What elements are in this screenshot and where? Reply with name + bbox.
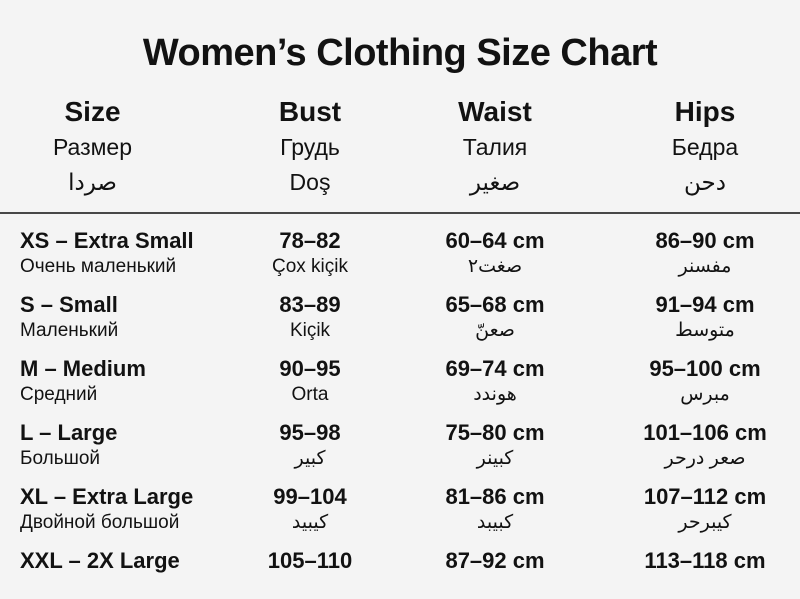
- bust-value: 83–89: [279, 292, 341, 317]
- cell-size: M – Medium Средний: [0, 356, 240, 407]
- header-bust-ru: Грудь: [280, 134, 340, 160]
- size-label-translated: Средний: [20, 384, 98, 405]
- cell-bust: 105–110: [240, 548, 380, 598]
- table-row-xxl: XXL – 2X Large 105–110 87–92 cm 113–118 …: [0, 534, 800, 598]
- cell-hips: 113–118 cm: [610, 548, 800, 598]
- waist-value: 69–74 cm: [445, 356, 545, 381]
- table-header-row: Size Размер صردا Bust Грудь Doş Waist Та…: [0, 94, 800, 200]
- size-label: L – Large: [20, 420, 118, 445]
- waist-value-translated: كبينر: [476, 448, 514, 469]
- header-waist-ar: صغير: [469, 169, 521, 195]
- header-bust-en: Bust: [278, 96, 342, 127]
- hips-value: 91–94 cm: [655, 292, 755, 317]
- column-header-size-inner: Size Размер صردا: [0, 94, 185, 200]
- cell-bust: 83–89 Kiçik: [240, 292, 380, 343]
- cell-waist: 65–68 cm صعنّ: [380, 292, 610, 343]
- bust-value-translated: كبير: [294, 448, 326, 469]
- bust-value: 99–104: [273, 484, 347, 509]
- waist-value: 87–92 cm: [445, 548, 545, 573]
- hips-value-translated: مبرس: [680, 384, 730, 405]
- header-waist-en: Waist: [458, 96, 532, 127]
- hips-value: 95–100 cm: [649, 356, 761, 381]
- header-hips-en: Hips: [674, 96, 736, 127]
- size-label: XXL – 2X Large: [20, 548, 180, 573]
- table-row-xs: XS – Extra Small Очень маленький 78–82 Ç…: [0, 214, 800, 278]
- header-bust-az: Doş: [289, 169, 331, 195]
- header-size-en: Size: [64, 96, 121, 127]
- bust-value: 90–95: [279, 356, 341, 381]
- table-row-s: S – Small Маленький 83–89 Kiçik 65–68 cm…: [0, 278, 800, 342]
- cell-bust: 78–82 Çox kiçik: [240, 228, 380, 279]
- hips-value-translated: كيبرحر: [678, 512, 732, 533]
- column-header-waist: Waist Талия صغير: [380, 94, 610, 200]
- cell-bust: 99–104 كيبيد: [240, 484, 380, 535]
- cell-waist: 69–74 cm هوندد: [380, 356, 610, 407]
- waist-value: 60–64 cm: [445, 228, 545, 253]
- cell-waist: 81–86 cm كبيبد: [380, 484, 610, 535]
- column-header-bust: Bust Грудь Doş: [240, 94, 380, 200]
- cell-hips: 101–106 cm صعر درحر: [610, 420, 800, 471]
- table-row-xl: XL – Extra Large Двойной большой 99–104 …: [0, 470, 800, 534]
- size-label-translated: Очень маленький: [20, 256, 177, 277]
- column-header-size: Size Размер صردا: [0, 94, 240, 200]
- hips-value-translated: صعر درحر: [664, 448, 746, 469]
- column-header-hips: Hips Бедра دحن: [610, 94, 800, 200]
- cell-waist: 60–64 cm صغت٢: [380, 228, 610, 279]
- page-title: Women’s Clothing Size Chart: [142, 32, 658, 74]
- size-label-translated: Двойной большой: [20, 512, 180, 533]
- bust-value-translated: كيبيد: [291, 512, 329, 533]
- size-label: XL – Extra Large: [20, 484, 194, 509]
- bust-value: 78–82: [279, 228, 341, 253]
- cell-size: L – Large Большой: [0, 420, 240, 471]
- size-label: M – Medium: [20, 356, 146, 381]
- waist-value-translated: هوندد: [473, 384, 517, 405]
- waist-value-translated: صعنّ: [475, 320, 515, 341]
- cell-size: XS – Extra Small Очень маленький: [0, 228, 240, 279]
- cell-size: XXL – 2X Large: [0, 548, 240, 598]
- waist-value-translated: صغت٢: [467, 256, 523, 277]
- cell-bust: 90–95 Orta: [240, 356, 380, 407]
- waist-value: 75–80 cm: [445, 420, 545, 445]
- header-hips-ar: دحن: [684, 169, 726, 195]
- bust-value: 105–110: [267, 548, 353, 573]
- waist-value: 81–86 cm: [445, 484, 545, 509]
- hips-value: 113–118 cm: [644, 548, 766, 573]
- cell-hips: 91–94 cm متوسط: [610, 292, 800, 343]
- cell-hips: 86–90 cm مفسنر: [610, 228, 800, 279]
- bust-value-translated: Orta: [291, 384, 329, 405]
- size-label-translated: Большой: [20, 448, 101, 469]
- cell-waist: 87–92 cm: [380, 548, 610, 598]
- cell-bust: 95–98 كبير: [240, 420, 380, 471]
- cell-hips: 95–100 cm مبرس: [610, 356, 800, 407]
- cell-size: XL – Extra Large Двойной большой: [0, 484, 240, 535]
- cell-waist: 75–80 cm كبينر: [380, 420, 610, 471]
- hips-value-translated: متوسط: [675, 320, 735, 341]
- bust-value: 95–98: [279, 420, 341, 445]
- waist-value: 65–68 cm: [445, 292, 545, 317]
- header-size-ru: Размер: [52, 134, 133, 160]
- cell-hips: 107–112 cm كيبرحر: [610, 484, 800, 535]
- header-waist-ru: Талия: [462, 134, 528, 160]
- header-size-ar: صردا: [68, 169, 117, 195]
- size-label: S – Small: [20, 292, 118, 317]
- bust-value-translated: Çox kiçik: [271, 256, 348, 277]
- hips-value-translated: مفسنر: [678, 256, 732, 277]
- header-divider-line: [0, 212, 800, 214]
- cell-size: S – Small Маленький: [0, 292, 240, 343]
- waist-value-translated: كبيبد: [476, 512, 514, 533]
- hips-value: 101–106 cm: [643, 420, 767, 445]
- table-row-l: L – Large Большой 95–98 كبير 75–80 cm كب…: [0, 406, 800, 470]
- header-hips-ru: Бедра: [671, 134, 739, 160]
- bust-value-translated: Kiçik: [289, 320, 331, 341]
- hips-value: 86–90 cm: [655, 228, 755, 253]
- hips-value: 107–112 cm: [643, 484, 767, 509]
- size-label: XS – Extra Small: [20, 228, 194, 253]
- table-row-m: M – Medium Средний 90–95 Orta 69–74 cm ه…: [0, 342, 800, 406]
- size-label-translated: Маленький: [20, 320, 119, 341]
